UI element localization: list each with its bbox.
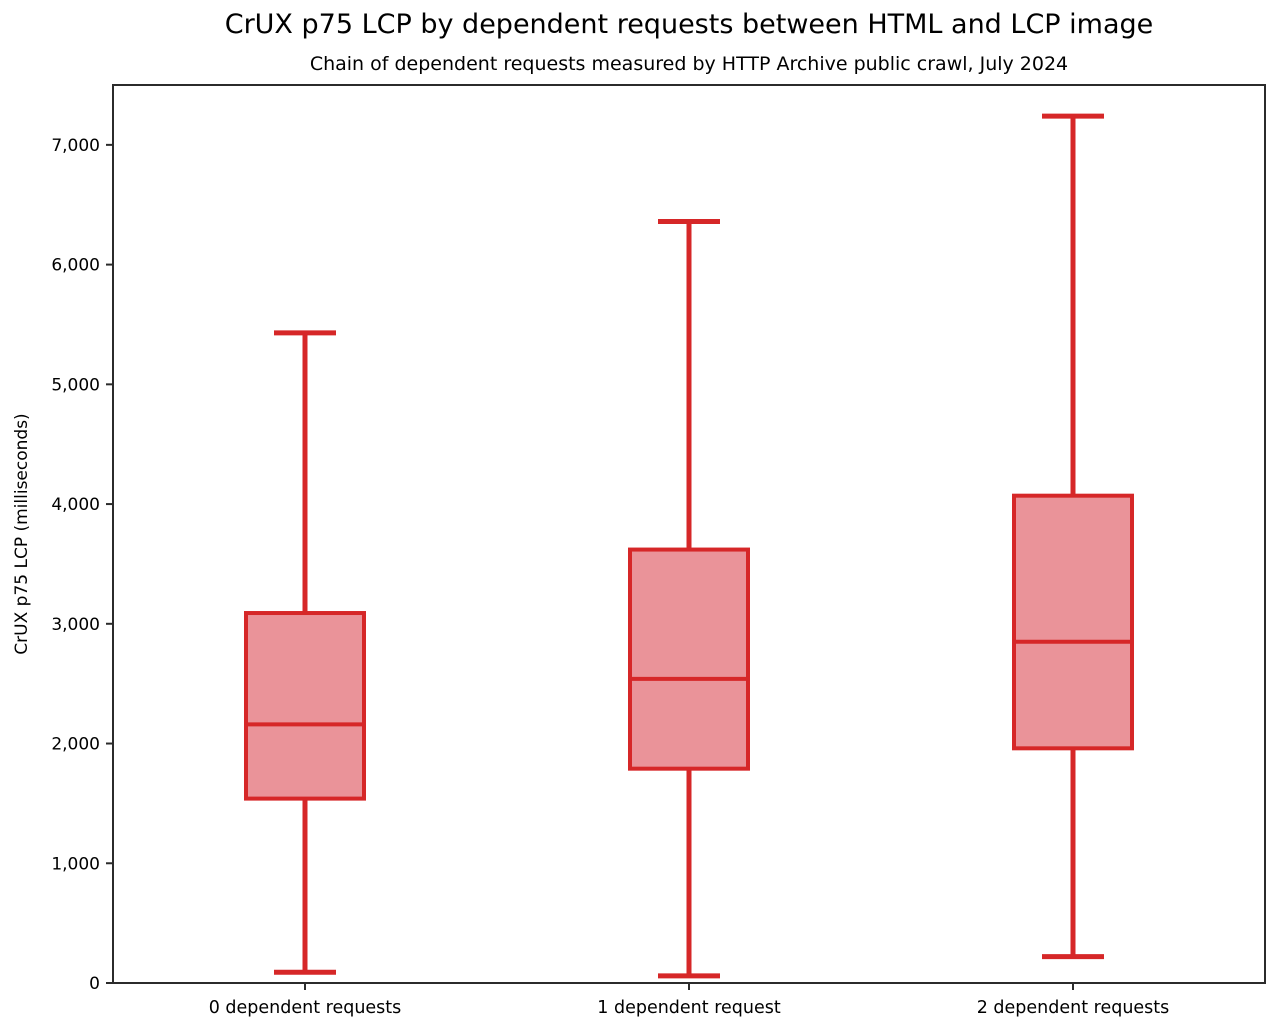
iqr-box	[244, 611, 366, 801]
x-tick-label: 0 dependent requests	[209, 998, 402, 1018]
y-tick-label: 3,000	[51, 615, 100, 635]
chart-title: CrUX p75 LCP by dependent requests betwe…	[224, 9, 1154, 40]
chart-subtitle: Chain of dependent requests measured by …	[309, 53, 1069, 75]
y-tick-label: 5,000	[51, 375, 100, 395]
iqr-box	[628, 547, 750, 771]
y-tick-label: 4,000	[51, 495, 100, 515]
iqr-box	[1012, 493, 1134, 751]
y-tick-label: 7,000	[51, 136, 100, 156]
y-tick-label: 0	[89, 974, 100, 994]
x-tick-label: 1 dependent request	[597, 998, 781, 1018]
y-tick-label: 6,000	[51, 256, 100, 276]
y-tick-label: 1,000	[51, 854, 100, 874]
y-tick-label: 2,000	[51, 735, 100, 755]
x-tick-label: 2 dependent requests	[977, 998, 1170, 1018]
